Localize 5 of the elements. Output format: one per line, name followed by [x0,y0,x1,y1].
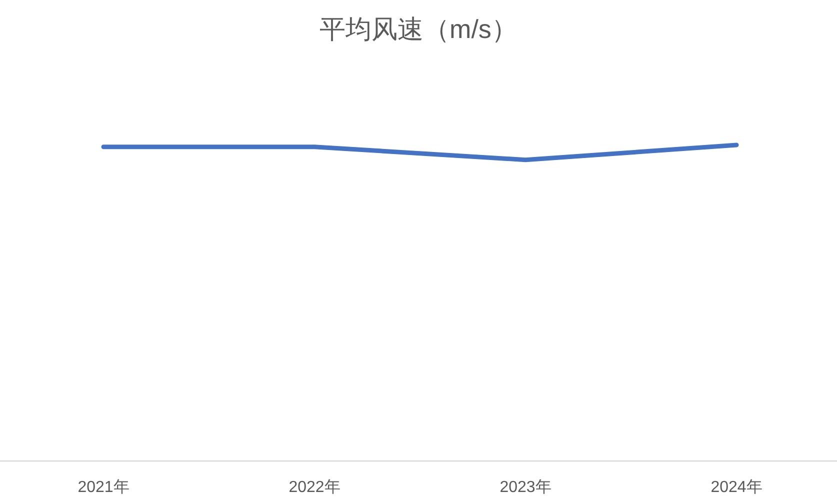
x-tick-label: 2024年 [710,479,762,496]
x-tick-label: 2023年 [500,479,552,496]
x-tick-label: 2021年 [78,479,130,496]
title: 平均风速（m/s） [320,14,518,44]
x-tick-label: 2022年 [288,479,340,496]
